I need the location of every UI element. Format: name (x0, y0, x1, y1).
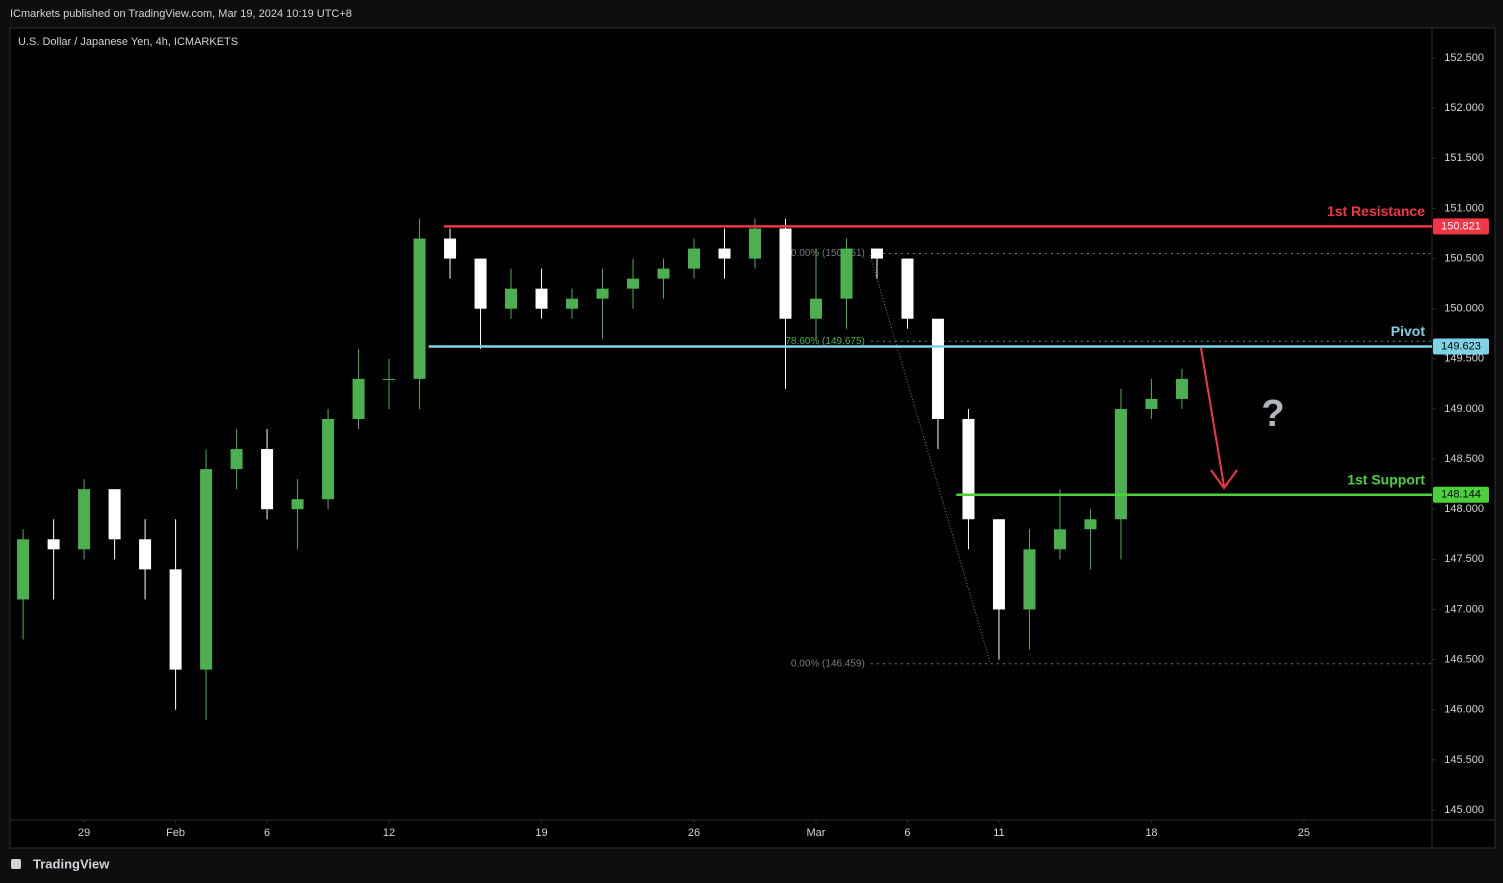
candle-body (901, 258, 914, 319)
candle-body (474, 258, 487, 309)
y-tick-label: 149.500 (1444, 353, 1484, 365)
price-badge-label: 149.623 (1441, 340, 1481, 352)
price-badge (1433, 486, 1489, 503)
y-tick-label: 147.500 (1444, 553, 1484, 565)
forecast-arrow (1200, 347, 1238, 490)
annotation: ? (1261, 393, 1284, 435)
candle-body (322, 418, 335, 500)
fib-label: 100.00% (150.551) (780, 248, 865, 259)
candle-body (261, 449, 274, 510)
candle-body (444, 238, 457, 259)
y-tick-label: 149.000 (1444, 403, 1484, 415)
x-tick-label: 11 (993, 827, 1004, 839)
candle-body (47, 539, 60, 550)
level-name: 1st Resistance (1327, 203, 1425, 219)
candle-body (413, 238, 426, 379)
candle-body (169, 569, 182, 670)
candle-body (139, 539, 152, 570)
candle-body (1023, 549, 1036, 610)
candle-body (931, 318, 944, 419)
y-tick-label: 150.000 (1444, 303, 1484, 315)
y-tick-label: 152.500 (1444, 52, 1484, 64)
candle-body (1175, 378, 1188, 399)
price-badge (1433, 338, 1489, 355)
y-tick-label: 145.000 (1444, 804, 1484, 816)
candle-body (291, 499, 304, 510)
x-tick-label: 18 (1145, 827, 1157, 839)
y-tick-label: 145.500 (1444, 754, 1484, 766)
candle-body (688, 248, 701, 269)
candle-body (1084, 519, 1097, 530)
candle-body (108, 489, 121, 540)
candle-body (200, 469, 213, 670)
candle-body (870, 248, 883, 259)
y-tick-label: 146.000 (1444, 704, 1484, 716)
candle-body (840, 248, 853, 299)
price-badge-label: 150.821 (1441, 220, 1481, 232)
y-tick-label: 148.500 (1444, 453, 1484, 465)
x-tick-label: 25 (1298, 827, 1310, 839)
candle-body (78, 489, 91, 550)
candle-body (230, 449, 243, 470)
x-tick-label: 26 (688, 827, 700, 839)
candle-body (718, 248, 731, 259)
x-tick-label: 12 (383, 827, 395, 839)
candle-body (962, 418, 975, 520)
y-tick-label: 151.000 (1444, 202, 1484, 214)
candle-body (1145, 398, 1158, 409)
symbol: U.S. Dollar / Japanese Yen, 4h, ICMARKET… (18, 36, 238, 48)
y-tick-label: 146.500 (1444, 654, 1484, 666)
candle-body (17, 539, 30, 600)
candle-body (596, 288, 609, 299)
y-tick-label: 147.000 (1444, 603, 1484, 615)
candle-body (779, 228, 792, 319)
candle-body (809, 298, 822, 319)
price-badge-label: 148.144 (1441, 489, 1481, 501)
y-tick-label: 148.000 (1444, 503, 1484, 515)
x-tick-label: 6 (904, 827, 910, 839)
candle-body (505, 288, 518, 309)
x-tick-label: Mar (807, 827, 826, 839)
x-tick-label: Feb (166, 827, 185, 839)
published: ICmarkets published on TradingView.com, … (10, 8, 352, 20)
candle-body (566, 298, 579, 309)
level-name: Pivot (1391, 323, 1426, 339)
candle-body (749, 228, 762, 259)
y-tick-label: 150.500 (1444, 252, 1484, 264)
brand: TradingView (33, 856, 110, 871)
x-tick-label: 6 (264, 827, 270, 839)
candle-body (352, 378, 365, 419)
logo: TradingView (11, 856, 110, 871)
fib-label: 0.00% (146.459) (791, 658, 865, 669)
candle-body (1114, 408, 1127, 520)
y-tick-label: 152.000 (1444, 102, 1484, 114)
y-tick-label: 151.500 (1444, 152, 1484, 164)
candle-body (535, 288, 548, 309)
fib-label: 78.60% (149.675) (785, 336, 865, 347)
candle-body (992, 519, 1005, 610)
plot-frame (9, 27, 1496, 849)
x-tick-label: 29 (78, 827, 90, 839)
price-badge (1433, 218, 1489, 235)
candle-body (1053, 529, 1066, 550)
candle-body (627, 278, 640, 289)
candle-body (657, 268, 670, 279)
x-tick-label: 19 (535, 827, 547, 839)
candle-body (383, 378, 396, 380)
level-name: 1st Support (1347, 471, 1425, 487)
